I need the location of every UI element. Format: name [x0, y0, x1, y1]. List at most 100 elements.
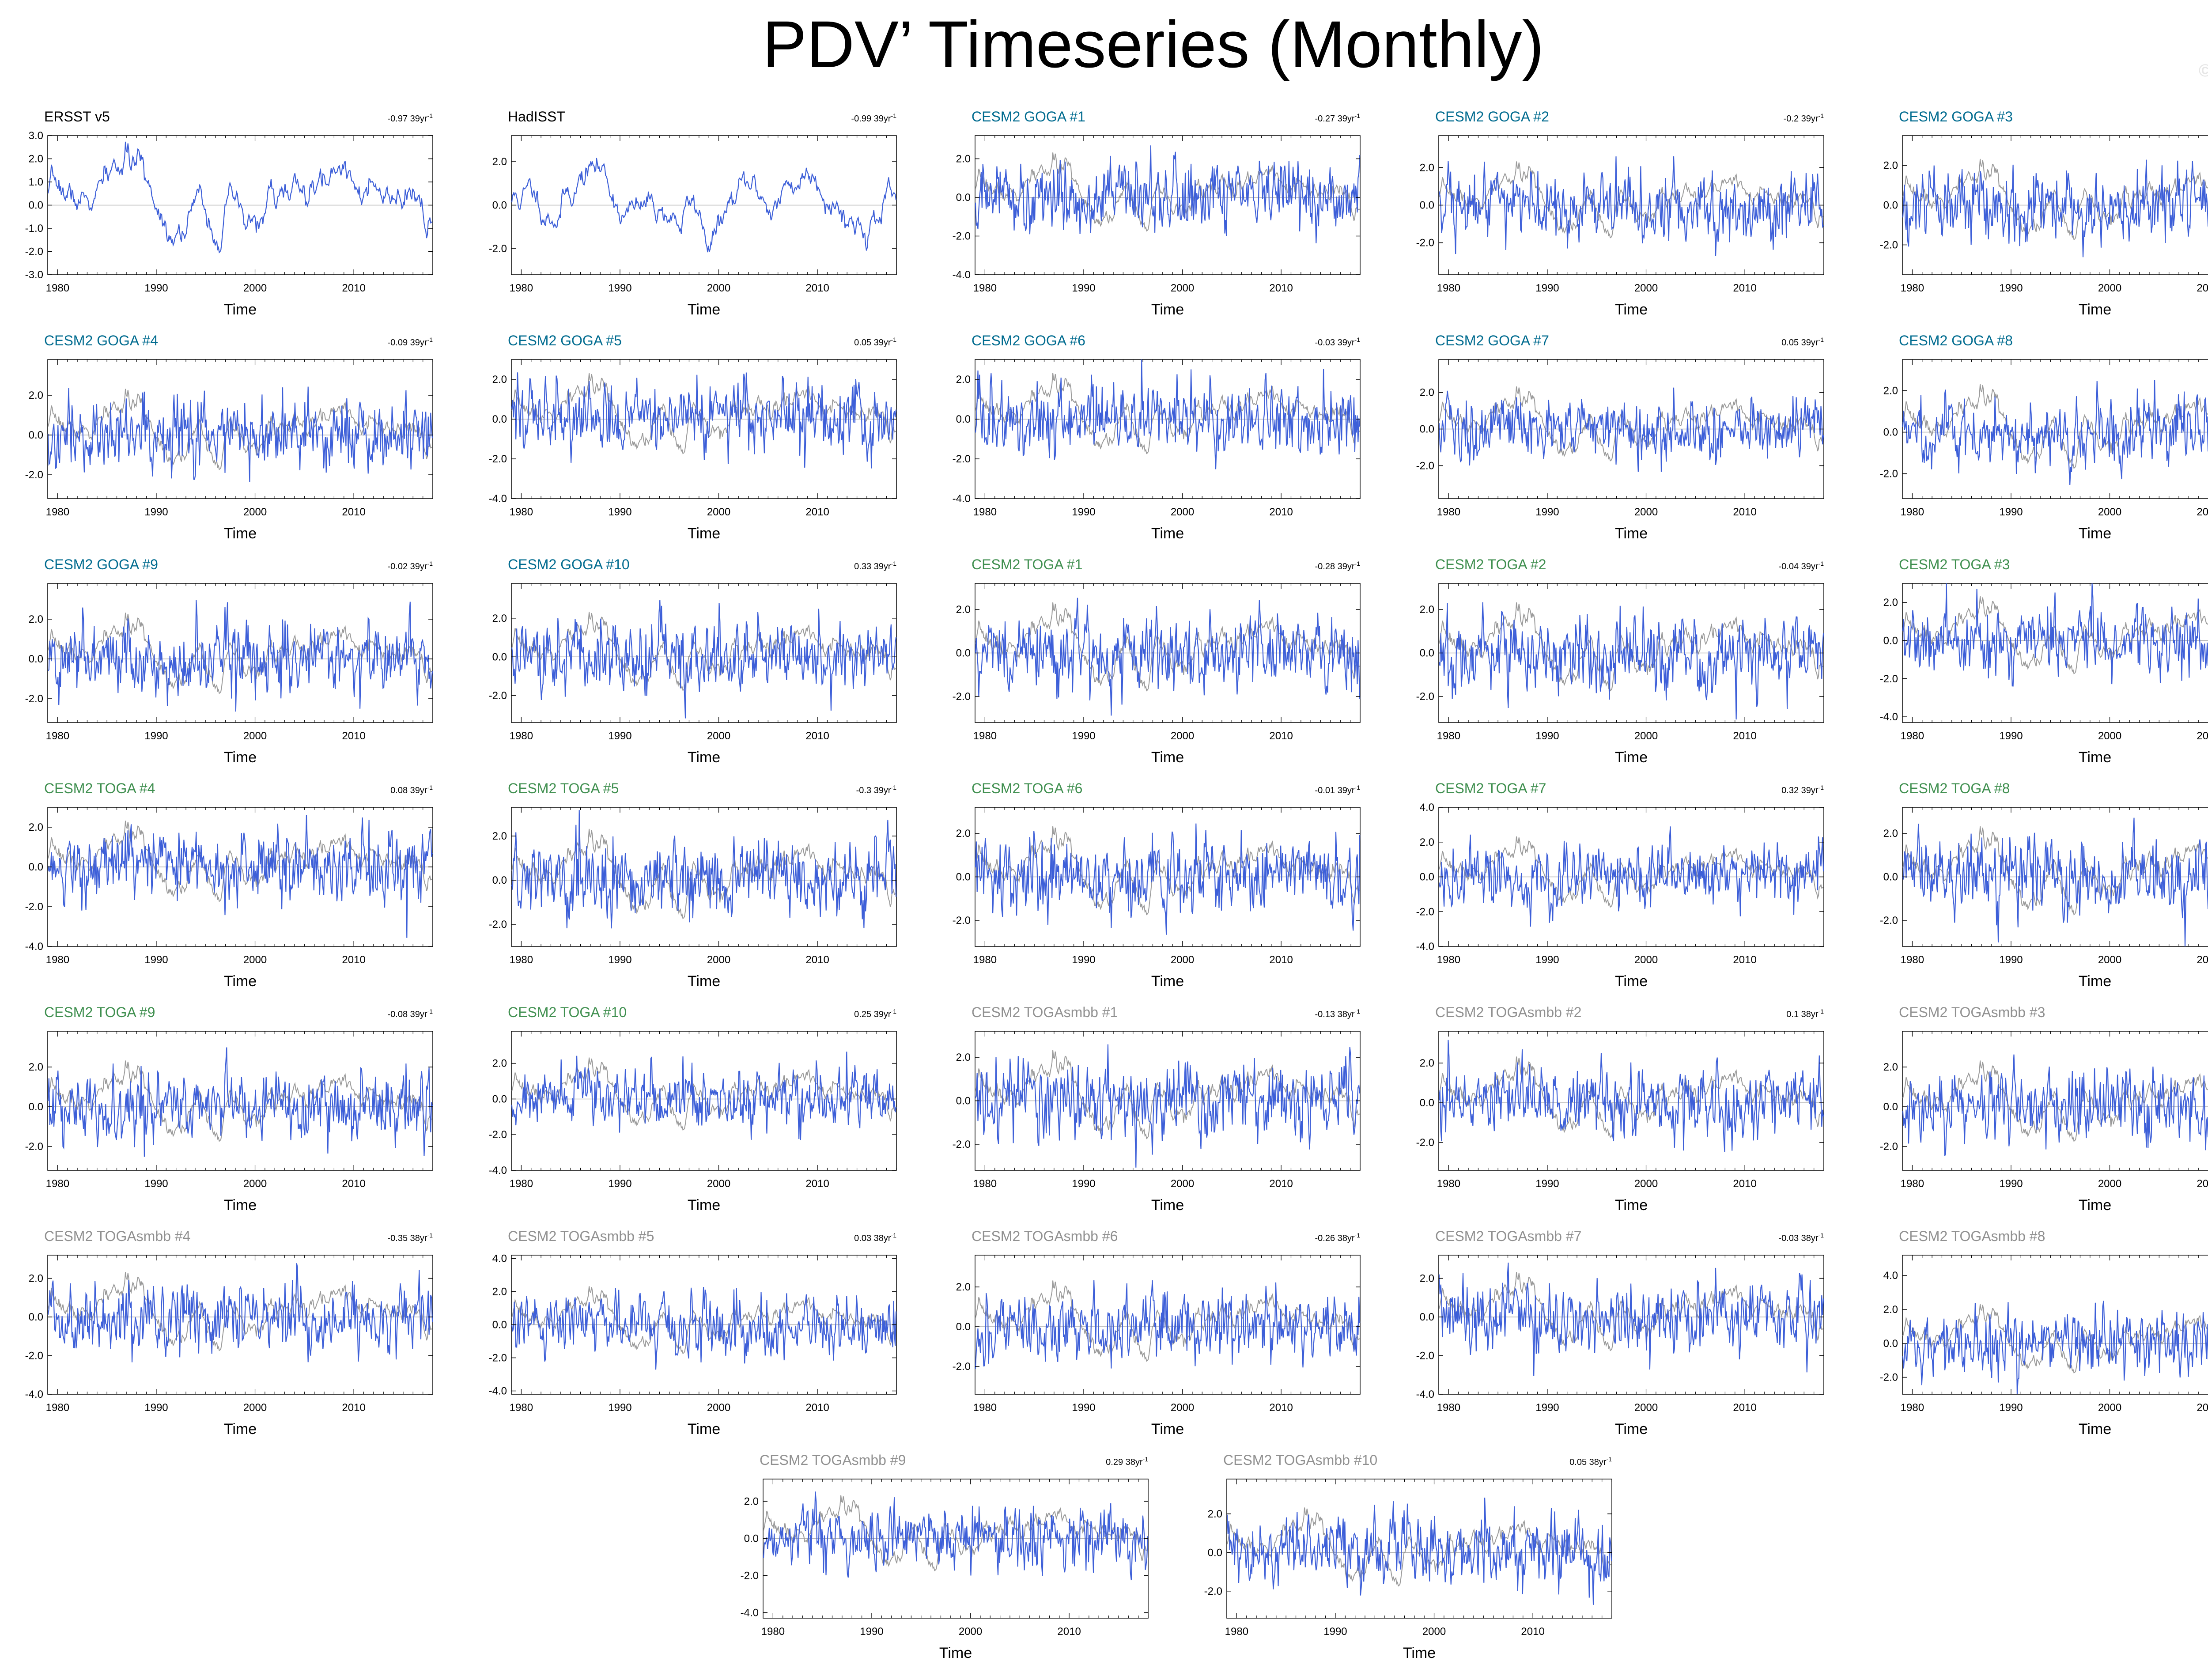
- panel-chart: CESM2 GOGA #30.24 39yr-12.00.0-2.0198019…: [1880, 109, 2208, 318]
- panel-chart: CESM2 TOGA #9 -0.08 39yr-1 2.0 0.0 -2.0 1980 1…: [25, 1004, 433, 1214]
- x-tick-label: 1980: [1901, 730, 1924, 742]
- plot-frame: [1902, 1255, 2208, 1395]
- y-tick-label: -2.0: [953, 453, 971, 465]
- y-tick-label: -2.0: [953, 1361, 971, 1373]
- y-tick-label: 2.0: [956, 153, 971, 165]
- panel-chart: CESM2 TOGA #7 0.32 39yr-1 4.0 2.0 0.0 -2.0 -4.…: [1416, 780, 1824, 990]
- x-tick-label: 2000: [707, 954, 730, 966]
- panel-title: CESM2 GOGA #9: [44, 556, 158, 572]
- y-tick-label: 0.0: [492, 413, 507, 425]
- panel-title: ERSST v5: [44, 109, 110, 125]
- series-line-pdv: [1902, 1054, 2208, 1156]
- trend-label: -0.99 39yr-1: [851, 112, 896, 124]
- x-tick-label: 2010: [805, 506, 829, 518]
- plot-frame: [763, 1479, 1149, 1619]
- x-axis-title: Time: [1615, 1197, 1648, 1214]
- panel-title: CESM2 TOGAsmbb #3: [1899, 1004, 2045, 1020]
- y-tick-label: -4.0: [1880, 711, 1898, 723]
- y-tick-label: 0.0: [956, 871, 971, 883]
- y-tick-label: 4.0: [1883, 1270, 1898, 1282]
- panel-title: CESM2 TOGAsmbb #2: [1435, 1004, 1581, 1020]
- x-tick-label: 1980: [46, 730, 69, 742]
- trend-label: 0.05 39yr-1: [854, 336, 896, 348]
- y-tick-label: 0.0: [492, 1319, 507, 1331]
- series-line-pdv: [975, 1044, 1361, 1168]
- y-tick-label: 4.0: [1420, 802, 1434, 814]
- y-tick-label: -2.0: [489, 243, 507, 255]
- x-tick-label: 2010: [342, 1402, 365, 1414]
- series-line-pdv: [48, 600, 433, 712]
- x-tick-label: 2000: [2098, 1178, 2121, 1190]
- panel-7: CESM2 GOGA #5 0.05 39yr-1 2.0 0.0 -2.0 -4.0 19…: [477, 332, 901, 553]
- panel-chart: ERSST v5 -0.97 39yr-1 3.0 2.0 1.0 0.0 -1.0 -2.0…: [25, 109, 433, 318]
- x-tick-label: 1980: [46, 954, 69, 966]
- panel-29: CESM2 TOGAsmbb #7 -0.03 38yr-1 2.0 0.0 -2.0 -…: [1404, 1228, 1828, 1449]
- panel-chart: CESM2 TOGAsmbb #9 0.29 38yr-1 2.0 0.0 -2.0 -4…: [741, 1452, 1149, 1661]
- x-tick-label: 1980: [510, 954, 533, 966]
- y-tick-label: -4.0: [953, 493, 971, 505]
- y-tick-label: -2.0: [1204, 1585, 1222, 1597]
- x-tick-label: 2000: [1171, 506, 1194, 518]
- x-tick-label: 1980: [1901, 506, 1924, 518]
- panel-title: CESM2 TOGAsmbb #9: [760, 1452, 906, 1468]
- x-tick-label: 1980: [1901, 1178, 1924, 1190]
- x-tick-label: 1990: [1072, 730, 1095, 742]
- series-line-pdv: [47, 1263, 433, 1362]
- y-tick-label: 0.0: [29, 429, 43, 441]
- x-tick-label: 1980: [46, 282, 69, 294]
- x-axis-title: Time: [688, 525, 720, 542]
- plot-frame: [47, 359, 433, 499]
- x-tick-label: 2000: [1634, 730, 1658, 742]
- y-tick-label: 2.0: [956, 828, 971, 840]
- y-tick-label: 2.0: [492, 613, 507, 624]
- y-tick-label: 0.0: [29, 653, 43, 665]
- plot-frame: [1902, 359, 2208, 499]
- x-axis-title: Time: [1615, 1421, 1648, 1438]
- trend-label: -0.2 39yr-1: [1784, 112, 1824, 124]
- x-tick-label: 2000: [1634, 1178, 1658, 1190]
- panel-10: CESM2 GOGA #80.16 39yr-12.00.0-2.0198019…: [1868, 332, 2208, 553]
- x-tick-label: 1980: [510, 730, 533, 742]
- y-tick-label: -2.0: [1880, 1372, 1898, 1384]
- series-line-pdv: [1226, 1498, 1612, 1605]
- y-tick-label: -2.0: [1416, 460, 1434, 472]
- panel-18: CESM2 TOGA #6 -0.01 39yr-1 2.0 0.0 -2.0 1980 1…: [941, 780, 1365, 1001]
- x-axis-title: Time: [1151, 1421, 1184, 1438]
- plot-frame: [511, 1031, 897, 1171]
- y-tick-label: 2.0: [492, 1286, 507, 1298]
- series-line-pdv: [1438, 826, 1824, 927]
- x-tick-label: 2010: [805, 1178, 829, 1190]
- x-axis-title: Time: [688, 1197, 720, 1214]
- panel-chart: CESM2 TOGA #2 -0.04 39yr-1 2.0 0.0 -2.0 1980 1…: [1416, 556, 1824, 766]
- panel-chart: CESM2 GOGA #5 0.05 39yr-12.00.0-2.0-4.019…: [489, 333, 897, 542]
- y-tick-label: 0.0: [1883, 635, 1898, 647]
- plot-frame: [1226, 1479, 1612, 1619]
- y-tick-label: 2.0: [29, 613, 43, 625]
- series-line-pdv: [1438, 1262, 1824, 1376]
- x-tick-label: 1990: [608, 954, 631, 966]
- series-line-observed: [1438, 161, 1824, 238]
- y-tick-label: -2.0: [1416, 1350, 1434, 1362]
- x-tick-label: 1990: [1535, 954, 1559, 966]
- x-tick-label: 2010: [1269, 730, 1293, 742]
- x-tick-label: 2010: [1269, 506, 1293, 518]
- y-tick-label: 0.0: [1208, 1547, 1222, 1559]
- y-tick-label: -2.0: [489, 1129, 507, 1141]
- x-axis-title: Time: [2079, 525, 2111, 542]
- x-tick-label: 1980: [1901, 282, 1924, 294]
- panel-title: CESM2 TOGAsmbb #8: [1899, 1228, 2045, 1244]
- series-line-pdv: [1438, 387, 1824, 472]
- x-tick-label: 1990: [144, 282, 168, 294]
- y-tick-label: 2.0: [492, 830, 507, 842]
- x-axis-title: Time: [1151, 749, 1184, 766]
- x-tick-label: 2010: [342, 1178, 365, 1190]
- panel-31: CESM2 TOGAsmbb #9 0.29 38yr-1 2.0 0.0 -2.0 -4…: [729, 1452, 1153, 1672]
- x-axis-title: Time: [224, 301, 257, 318]
- y-tick-label: 2.0: [29, 390, 43, 401]
- series-line-pdv: [763, 1491, 1149, 1581]
- series-line-observed: [1438, 602, 1824, 692]
- x-tick-label: 1980: [1901, 1402, 1924, 1414]
- y-tick-label: 0.0: [1883, 1338, 1898, 1350]
- series-line-pdv: [975, 823, 1361, 935]
- x-tick-label: 2010: [2197, 1178, 2208, 1190]
